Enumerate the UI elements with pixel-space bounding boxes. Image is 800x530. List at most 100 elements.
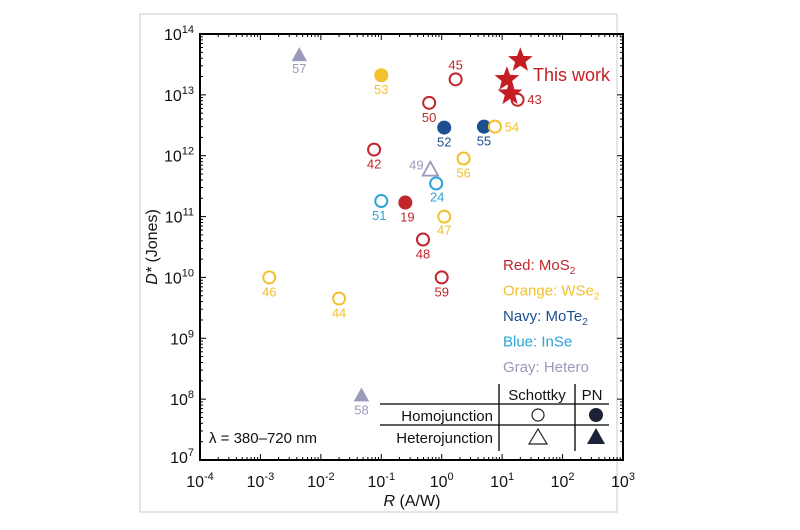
point-44-marker <box>332 291 347 306</box>
y-tick-exp: 14 <box>182 24 194 36</box>
x-tick-exp: -4 <box>204 471 214 483</box>
point-52-marker <box>437 120 452 135</box>
y-axis-label-var: D* <box>144 266 161 285</box>
point-label: 48 <box>416 246 430 261</box>
x-axis-label: R (A/W) <box>384 493 441 510</box>
this-work-label: This work <box>533 65 611 85</box>
point-55-marker <box>476 119 491 134</box>
point-51-marker <box>374 194 389 209</box>
point-47-marker <box>437 209 452 224</box>
legend-entry-red: Red: MoS2 <box>503 257 576 277</box>
x-tick-label: 10-2 <box>307 471 335 491</box>
y-tick-label: 1014 <box>164 24 194 44</box>
y-tick-label: 1010 <box>164 267 194 287</box>
x-tick-base: 10 <box>551 474 569 491</box>
filled-triangle-icon <box>587 428 605 444</box>
this-work-star <box>508 47 533 71</box>
point-label: 58 <box>354 402 368 417</box>
y-tick-label: 1011 <box>165 207 194 227</box>
point-label: 53 <box>374 82 388 97</box>
point-label: 45 <box>448 57 462 72</box>
x-tick-exp: 2 <box>568 471 574 483</box>
x-tick-label: 102 <box>551 471 575 491</box>
x-tick-base: 10 <box>611 474 629 491</box>
legend-entry-orange: Orange: WSe2 <box>503 283 600 303</box>
x-tick-base: 10 <box>247 474 265 491</box>
x-tick-label: 10-4 <box>186 471 214 491</box>
y-tick-exp: 8 <box>188 389 194 401</box>
wavelength-annotation: λ = 380–720 nm <box>209 430 317 447</box>
point-label: 47 <box>437 223 451 238</box>
point-label: 44 <box>332 306 346 321</box>
y-tick-label: 108 <box>170 389 194 409</box>
figure-border <box>139 13 618 513</box>
point-label: 42 <box>367 157 381 172</box>
y-tick-base: 10 <box>164 27 182 44</box>
legend-entry-text: Navy: MoTe <box>503 308 582 325</box>
point-54-marker <box>487 119 502 134</box>
y-tick-base: 10 <box>164 88 182 105</box>
point-label: 49 <box>409 158 423 173</box>
y-tick-exp: 13 <box>182 85 194 97</box>
legend-entry-subscript: 2 <box>570 266 576 277</box>
y-tick-base: 10 <box>165 210 183 227</box>
y-tick-exp: 11 <box>183 207 194 219</box>
x-tick-label: 10-1 <box>367 471 395 491</box>
point-49-marker <box>421 159 440 177</box>
this-work-series: This work <box>494 47 611 105</box>
y-tick-base: 10 <box>170 331 188 348</box>
header-pn: PN <box>582 387 603 404</box>
this-work-star <box>494 66 520 90</box>
point-label: 43 <box>527 92 541 107</box>
x-tick-label: 103 <box>611 471 635 491</box>
x-tick-label: 100 <box>430 471 454 491</box>
legend-entry-gray: Gray: Hetero <box>503 359 589 376</box>
y-tick-exp: 7 <box>188 447 194 459</box>
y-tick-label: 107 <box>170 447 194 467</box>
this-work-star <box>497 80 523 105</box>
open-circle-icon <box>531 408 545 422</box>
point-42-marker <box>367 142 382 157</box>
x-tick-base: 10 <box>307 474 325 491</box>
shape-legend-table: Schottky PN Homojunction Heterojunction <box>380 384 609 451</box>
point-57-marker <box>291 47 308 62</box>
row-heterojunction: Heterojunction <box>396 430 493 447</box>
point-label: 24 <box>430 189 444 204</box>
y-tick-exp: 9 <box>188 328 194 340</box>
point-53-marker <box>374 68 389 83</box>
y-tick-label: 1013 <box>164 85 194 105</box>
x-tick-base: 10 <box>430 474 448 491</box>
legend-entry-text: Gray: Hetero <box>503 359 589 376</box>
point-label: 57 <box>292 61 306 76</box>
point-46-marker <box>262 270 277 285</box>
point-label: 54 <box>505 120 519 135</box>
x-tick-base: 10 <box>186 474 204 491</box>
x-axis-label-unit: (A/W) <box>395 493 440 510</box>
open-triangle-icon <box>527 427 549 445</box>
point-label: 19 <box>400 210 414 225</box>
legend-entry-text: Orange: WSe <box>503 283 594 300</box>
y-tick-base: 10 <box>164 149 182 166</box>
x-tick-base: 10 <box>367 474 385 491</box>
point-48-marker <box>415 232 430 247</box>
y-tick-label: 1012 <box>164 146 194 166</box>
point-label: 56 <box>456 165 470 180</box>
legend-entry-subscript: 2 <box>582 317 588 328</box>
y-tick-base: 10 <box>164 270 182 287</box>
x-tick-exp: 0 <box>448 471 454 483</box>
x-axis-label-var: R <box>384 493 396 510</box>
point-label: 55 <box>477 134 491 149</box>
legend-entry-text: Red: MoS <box>503 257 570 274</box>
point-50-marker <box>422 95 437 110</box>
x-tick-label: 101 <box>490 471 514 491</box>
x-tick-base: 10 <box>490 474 508 491</box>
y-axis-label: D* (Jones) <box>144 209 161 285</box>
y-tick-base: 10 <box>170 450 188 467</box>
x-tick-exp: -1 <box>385 471 395 483</box>
point-label: 50 <box>422 110 436 125</box>
row-homojunction: Homojunction <box>401 408 493 425</box>
point-19-marker <box>398 195 413 210</box>
